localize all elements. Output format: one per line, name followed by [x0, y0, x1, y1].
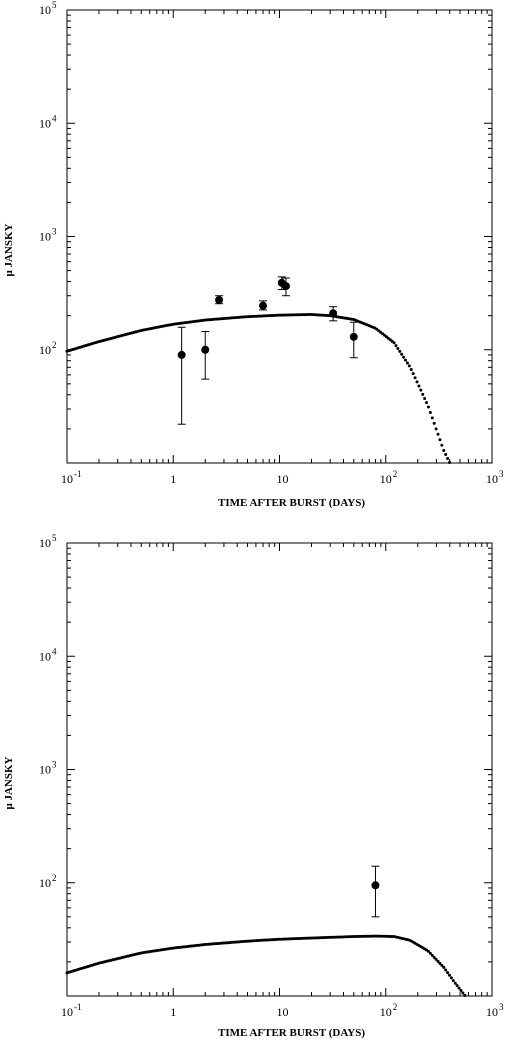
y-tick-label-exponent: 2 [52, 340, 57, 350]
x-tick-label-exponent: 2 [393, 1002, 398, 1012]
model-curve-dot [459, 989, 463, 993]
x-tick-label-exponent: -1 [74, 1002, 82, 1012]
x-tick-label: 10 [61, 1005, 73, 1019]
model-curve-dot [453, 981, 457, 985]
model-curve-dot [400, 352, 404, 356]
model-curve-dot [457, 986, 461, 990]
y-axis-title: μ JANSKY [3, 756, 15, 809]
model-curve-dot [419, 388, 423, 392]
model-curve-dot [425, 401, 429, 405]
data-point [349, 332, 358, 341]
model-curve-dot [398, 349, 402, 353]
y-tick-label-exponent: 3 [52, 227, 57, 237]
model-curve-dot [442, 449, 446, 453]
plot-frame [66, 9, 493, 464]
model-curve-dot [434, 957, 438, 961]
y-tick-label: 10 [39, 876, 51, 890]
y-tick-label: 10 [39, 3, 51, 17]
model-curve-dot [423, 396, 427, 400]
y-axis-title: μ JANSKY [3, 223, 15, 276]
y-tick-label-exponent: 5 [52, 533, 57, 543]
model-curve-dot [421, 392, 425, 396]
y-tick-label: 10 [39, 649, 51, 663]
model-curve-dot [446, 971, 450, 975]
y-tick-label: 10 [39, 343, 51, 357]
x-tick-label: 10 [277, 1005, 289, 1019]
model-curve-dot [411, 372, 415, 376]
y-tick-label: 10 [39, 536, 51, 550]
model-curve-dot [461, 991, 465, 995]
x-tick-label-exponent: 3 [499, 469, 504, 479]
y-tick-label-exponent: 5 [52, 0, 57, 10]
model-curve-dot [434, 427, 438, 431]
data-point [215, 295, 224, 304]
x-tick-label: 10 [486, 472, 498, 486]
model-curve-dot [436, 432, 440, 436]
model-curve-dot [392, 341, 396, 345]
y-tick-label: 10 [39, 230, 51, 244]
y-tick-label: 10 [39, 763, 51, 777]
model-curve-dot [440, 443, 444, 447]
x-axis-title: TIME AFTER BURST (DAYS) [218, 1027, 365, 1039]
data-point [371, 881, 380, 890]
model-curve-dot [444, 968, 448, 972]
model-curve-dot [402, 355, 406, 359]
plot-frame [66, 542, 493, 997]
model-curve-dot [428, 410, 432, 414]
model-curve-dot [426, 949, 430, 953]
data-point [201, 345, 210, 354]
model-curve-dot [444, 453, 448, 457]
model-curve-dot [430, 953, 434, 957]
model-curve-dot [404, 358, 408, 362]
model-curve-dot [426, 405, 430, 409]
x-axis-title: TIME AFTER BURST (DAYS) [218, 497, 365, 509]
model-curve-dot [428, 951, 432, 955]
model-curve-dot [396, 346, 400, 350]
model-curve-dot [448, 973, 451, 977]
model-curve-dot [436, 959, 440, 963]
model-curve-dot [417, 384, 421, 388]
model-curve-dot [432, 955, 436, 959]
x-tick-label: 10 [486, 1005, 498, 1019]
model-curve-dot [405, 361, 409, 365]
model-curve-dot [442, 965, 446, 969]
y-tick-label: 10 [39, 116, 51, 130]
model-curve-dot [463, 993, 467, 997]
model-curve-dot [407, 364, 411, 368]
model-curve-dot [449, 976, 453, 980]
x-tick-label-exponent: 2 [393, 469, 398, 479]
y-tick-label-exponent: 2 [52, 873, 57, 883]
model-curve-dot [430, 416, 434, 420]
x-tick-label: 10 [277, 472, 289, 486]
y-tick-label-exponent: 3 [52, 760, 57, 770]
x-tick-label: 10 [380, 1005, 392, 1019]
model-curve-dot [415, 380, 419, 384]
model-curve-dot [409, 367, 413, 371]
model-curve-dot [448, 461, 451, 465]
x-tick-label-exponent: 3 [499, 1002, 504, 1012]
y-tick-label-exponent: 4 [52, 113, 57, 123]
x-tick-label: 10 [61, 472, 73, 486]
model-curve-dot [451, 979, 455, 983]
x-tick-label: 10 [380, 472, 392, 486]
y-tick-label-exponent: 4 [52, 646, 57, 656]
model-curve-dot [438, 438, 442, 442]
x-tick-label-exponent: -1 [74, 469, 82, 479]
model-curve-dot [394, 344, 398, 348]
model-curve-dot [438, 961, 442, 965]
data-point [281, 282, 290, 291]
x-tick-label: 1 [170, 472, 176, 486]
model-curve-dot [455, 984, 459, 988]
x-tick-label: 1 [170, 1005, 176, 1019]
model-curve-dot [432, 421, 436, 425]
data-point [177, 350, 186, 359]
model-curve-dot [440, 963, 444, 967]
model-curve-dot [413, 376, 417, 380]
data-point [259, 301, 268, 310]
model-curve-dot [446, 457, 450, 461]
